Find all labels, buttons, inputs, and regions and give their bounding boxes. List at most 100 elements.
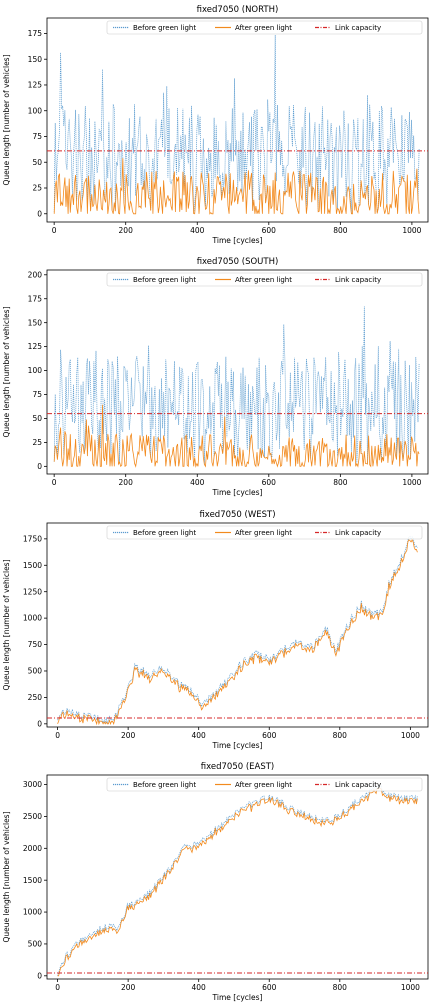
series-before-green-light [53,306,420,465]
x-tick-label: 800 [333,983,348,992]
plot-frame [46,269,429,475]
y-tick-label: 2500 [23,812,42,821]
legend-box [106,525,423,540]
y-tick-label: 100 [28,106,43,115]
legend-entry: Link capacity [335,276,381,284]
y-axis-label: Queue length [number of vehicles] [2,54,11,185]
x-tick-label: 200 [121,983,136,992]
series-before-green-light [57,785,418,976]
chart-east: fixed7050 (EAST) 0 200 400 600 800 1000 0 500 100… [0,757,443,1007]
chart-svg: fixed7050 (EAST) 0 200 400 600 800 1000 0 500 100… [2,762,429,1002]
x-tick-label: 200 [121,731,136,740]
x-tick-label: 600 [262,983,277,992]
legend-box [106,20,423,35]
chart-title: fixed7050 (WEST) [199,510,275,520]
y-tick-label: 1500 [23,876,42,885]
plot-frame [46,774,429,980]
y-tick-label: 750 [28,640,43,649]
legend-box [106,272,423,287]
x-tick-label: 1000 [402,478,421,487]
y-tick-label: 75 [32,390,42,399]
legend-entry: After green light [235,781,292,789]
legend-entry: Link capacity [335,529,381,537]
chart-north: fixed7050 (NORTH) 0 200 400 600 800 1000 0 25 50 7… [0,0,443,250]
series-before-green-light [53,34,420,214]
y-axis-label: Queue length [number of vehicles] [2,811,11,942]
y-tick-label: 500 [28,940,43,949]
y-axis-label: Queue length [number of vehicles] [2,306,11,437]
plot-frame [46,17,429,223]
x-tick-label: 1000 [402,226,421,235]
legend-entry: Before green light [133,24,196,32]
y-tick-label: 2000 [23,844,42,853]
x-tick-label: 1000 [401,983,420,992]
legend-entry: Before green light [133,781,196,789]
x-tick-label: 600 [262,731,277,740]
y-tick-label: 1750 [23,534,42,543]
series-after-green-light [53,158,420,215]
x-tick-label: 800 [333,478,348,487]
series-before-green-light [57,535,418,724]
y-tick-label: 125 [28,342,43,351]
y-axis-label: Queue length [number of vehicles] [2,559,11,690]
y-tick-label: 150 [28,318,43,327]
x-axis-label: Time [cycles] [212,488,263,497]
y-tick-label: 3000 [23,780,42,789]
x-axis-label: Time [cycles] [212,741,263,750]
y-tick-label: 100 [28,366,43,375]
y-tick-label: 0 [37,209,42,218]
x-axis-label: Time [cycles] [212,993,263,1002]
chart-title: fixed7050 (SOUTH) [197,257,279,267]
legend-entry: Before green light [133,529,196,537]
x-axis-label: Time [cycles] [212,236,263,245]
x-tick-label: 800 [333,226,348,235]
chart-title: fixed7050 (NORTH) [197,5,279,15]
chart-svg: fixed7050 (WEST) 0 200 400 600 800 1000 0 250 500… [2,510,429,750]
x-tick-label: 0 [55,983,60,992]
legend-entry: After green light [235,529,292,537]
legend-entry: Link capacity [335,24,381,32]
x-tick-label: 1000 [401,731,420,740]
x-tick-label: 200 [119,226,134,235]
y-tick-label: 150 [28,55,43,64]
y-tick-label: 200 [28,270,43,279]
x-tick-label: 600 [262,478,277,487]
y-tick-label: 1250 [23,587,42,596]
y-tick-label: 25 [32,438,42,447]
plot-frame [46,522,429,728]
x-tick-label: 400 [192,731,207,740]
y-tick-label: 175 [28,294,43,303]
legend-entry: After green light [235,24,292,32]
y-tick-label: 75 [32,132,42,141]
y-tick-label: 250 [28,693,43,702]
y-tick-label: 50 [32,414,42,423]
series-after-green-light [53,404,420,468]
chart-south: fixed7050 (SOUTH) 0 200 400 600 800 1000 0 25 50 7… [0,252,443,502]
x-tick-label: 600 [262,226,277,235]
chart-svg: fixed7050 (SOUTH) 0 200 400 600 800 1000 0 25 50 7… [2,257,429,497]
legend-entry: After green light [235,276,292,284]
chart-svg: fixed7050 (NORTH) 0 200 400 600 800 1000 0 25 50 7… [2,5,429,245]
legend-entry: Link capacity [335,781,381,789]
y-tick-label: 500 [28,667,43,676]
x-tick-label: 0 [52,478,57,487]
legend-entry: Before green light [133,276,196,284]
x-tick-label: 0 [52,226,57,235]
y-tick-label: 175 [28,29,43,38]
chart-title: fixed7050 (EAST) [201,762,275,772]
series-after-green-light [57,787,418,977]
x-tick-label: 0 [55,731,60,740]
x-tick-label: 400 [190,226,205,235]
x-tick-label: 400 [192,983,207,992]
y-tick-label: 1000 [23,908,42,917]
y-tick-label: 50 [32,158,42,167]
y-tick-label: 1000 [23,614,42,623]
x-tick-label: 800 [333,731,348,740]
x-tick-label: 200 [119,478,134,487]
y-tick-label: 0 [37,462,42,471]
legend-box [106,777,423,792]
chart-west: fixed7050 (WEST) 0 200 400 600 800 1000 0 250 500… [0,505,443,755]
y-tick-label: 0 [37,719,42,728]
series-after-green-light [57,539,418,726]
x-tick-label: 400 [190,478,205,487]
